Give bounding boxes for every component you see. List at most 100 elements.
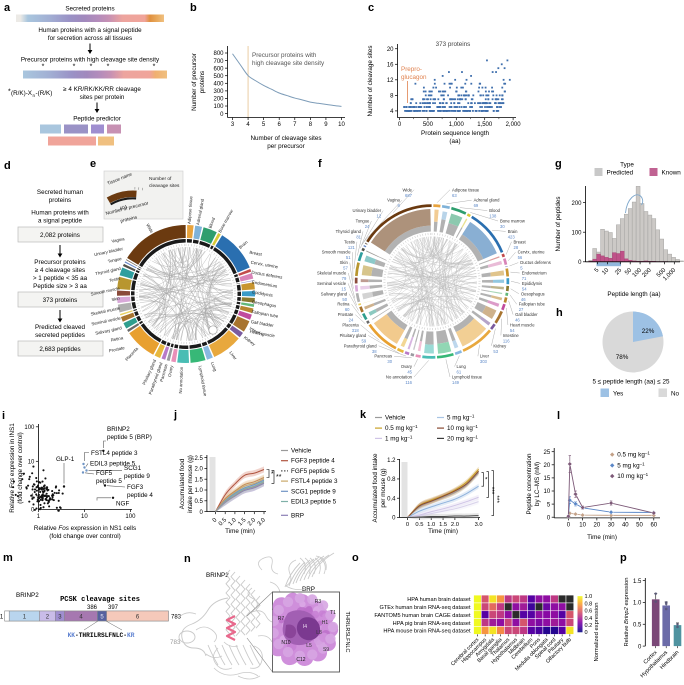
svg-text:SCG1: SCG1 [124,465,142,472]
svg-text:Endometrium: Endometrium [252,279,278,288]
svg-text:687: 687 [405,193,413,198]
svg-text:69: 69 [474,203,479,208]
svg-text:100: 100 [24,425,35,431]
svg-text:Pituitary gland: Pituitary gland [340,333,367,338]
svg-text:1.2: 1.2 [387,458,396,464]
svg-text:0.2: 0.2 [585,623,593,629]
svg-text:Brain: Brain [238,239,249,250]
svg-text:Known: Known [662,170,682,177]
svg-text:1.5: 1.5 [237,517,248,528]
svg-text:Human proteins with: Human proteins with [31,210,89,217]
svg-text:*: * [271,471,274,478]
svg-text:57: 57 [343,266,348,271]
svg-text:2.0: 2.0 [451,522,459,528]
svg-text:10: 10 [544,489,551,495]
svg-text:glucagon: glucagon [401,74,427,81]
svg-text:Blood: Blood [489,208,500,213]
svg-text:g: g [555,158,562,170]
svg-text:Cervix, uterine: Cervix, uterine [250,260,279,270]
svg-text:No annotation: No annotation [178,366,184,394]
svg-text:Predicted cleaved: Predicted cleaved [35,324,86,331]
svg-text:78%: 78% [616,354,629,361]
svg-text:L8: L8 [316,630,322,636]
svg-text:*: * [485,476,488,483]
svg-text:Lymphoid tissue: Lymphoid tissue [452,375,483,380]
svg-text:24: 24 [349,318,354,323]
svg-text:0.5 mg kg–1: 0.5 mg kg–1 [617,450,650,459]
svg-text:Epididymis: Epididymis [252,289,273,298]
svg-text:5 ≤ peptide length (aa) ≤ 25: 5 ≤ peptide length (aa) ≤ 25 [593,379,670,386]
svg-text:cleavage sites: cleavage sites [149,183,180,189]
svg-text:149: 149 [452,380,460,385]
svg-text:FSTL4 peptide 3: FSTL4 peptide 3 [91,450,138,457]
svg-text:5: 5 [547,502,551,508]
svg-text:BRP: BRP [302,586,315,593]
svg-text:0: 0 [585,630,588,636]
svg-text:Relative Brinp2 expression: Relative Brinp2 expression [624,578,630,647]
svg-text:Retina: Retina [337,302,350,307]
svg-text:783: 783 [170,639,181,646]
svg-text:45: 45 [407,370,412,375]
svg-text:54: 54 [522,286,527,291]
svg-text:0: 0 [406,522,409,528]
svg-text:HPA human brain dataset: HPA human brain dataset [407,597,471,603]
svg-text:o: o [352,552,359,564]
svg-text:Kidney: Kidney [493,343,507,348]
svg-text:Ductus deferens: Ductus deferens [251,270,283,280]
svg-text:Endometrium: Endometrium [522,271,547,276]
svg-text:l: l [557,410,560,422]
svg-text:0: 0 [638,644,642,650]
svg-text:FGF5 peptide 5: FGF5 peptide 5 [291,468,335,475]
svg-text:20: 20 [594,522,601,528]
svg-text:Number of peptides: Number of peptides [555,197,562,252]
svg-text:Precursor proteins with: Precursor proteins with [252,52,317,59]
svg-text:3: 3 [58,614,62,620]
svg-text:0: 0 [392,516,396,522]
svg-text:Retina: Retina [110,335,124,343]
svg-text:138: 138 [489,214,497,219]
svg-text:1,000: 1,000 [449,122,465,128]
svg-text:per mouse (g): per mouse (g) [380,468,387,507]
svg-text:GTEx human brain RNA-seq datas: GTEx human brain RNA-seq dataset [379,605,471,611]
svg-text:*: * [107,64,110,71]
svg-text:100: 100 [632,267,644,279]
svg-text:Number of cleavage sites: Number of cleavage sites [367,45,374,116]
svg-text:EDIL3 peptide 5: EDIL3 peptide 5 [291,499,337,506]
svg-text:Time (min): Time (min) [587,534,617,541]
svg-text:Seminal vesicle: Seminal vesicle [317,281,347,286]
svg-text:81: 81 [356,234,361,239]
svg-text:Protein sequence length: Protein sequence length [421,130,489,137]
svg-text:a: a [4,2,11,14]
svg-text:53: 53 [493,349,498,354]
svg-text:*: * [42,64,45,71]
svg-text:397: 397 [108,605,119,611]
svg-text:5: 5 [594,267,601,274]
svg-text:BRINP2: BRINP2 [16,592,39,599]
svg-text:61: 61 [457,370,462,375]
svg-text:f: f [318,158,322,170]
svg-text:Prepro-: Prepro- [401,66,422,73]
svg-text:Placenta: Placenta [342,323,359,328]
svg-text:2: 2 [46,614,50,620]
svg-text:(fold change over control): (fold change over control) [49,533,120,540]
svg-text:Pancreas: Pancreas [159,364,169,383]
svg-text:BRINP2: BRINP2 [107,426,130,433]
svg-text:50: 50 [342,297,347,302]
svg-text:1.0: 1.0 [585,594,593,600]
svg-text:d: d [4,160,11,172]
svg-text:423: 423 [508,234,516,239]
svg-text:200: 200 [213,97,224,103]
svg-text:intake per mouse (g): intake per mouse (g) [187,455,194,513]
svg-text:Peptide concentration: Peptide concentration [526,453,533,514]
svg-text:Wide: Wide [402,187,412,192]
svg-text:0.6: 0.6 [585,609,593,615]
svg-text:Seminal vesicle: Seminal vesicle [91,315,122,326]
svg-text:PCSK cleavage sites: PCSK cleavage sites [60,596,140,604]
svg-text:2.5: 2.5 [195,456,204,462]
svg-text:56: 56 [518,255,523,260]
svg-text:*: * [8,89,11,96]
svg-text:by LC–MS (nM): by LC–MS (nM) [534,462,541,506]
svg-text:Skeletal muscle: Skeletal muscle [90,305,121,316]
svg-text:proteins: proteins [120,214,139,224]
svg-text:200: 200 [641,267,653,279]
